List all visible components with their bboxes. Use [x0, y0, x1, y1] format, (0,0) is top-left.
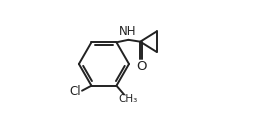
Text: CH₃: CH₃: [118, 94, 137, 104]
Text: Cl: Cl: [70, 86, 81, 98]
Text: O: O: [136, 60, 146, 73]
Text: NH: NH: [119, 25, 136, 38]
